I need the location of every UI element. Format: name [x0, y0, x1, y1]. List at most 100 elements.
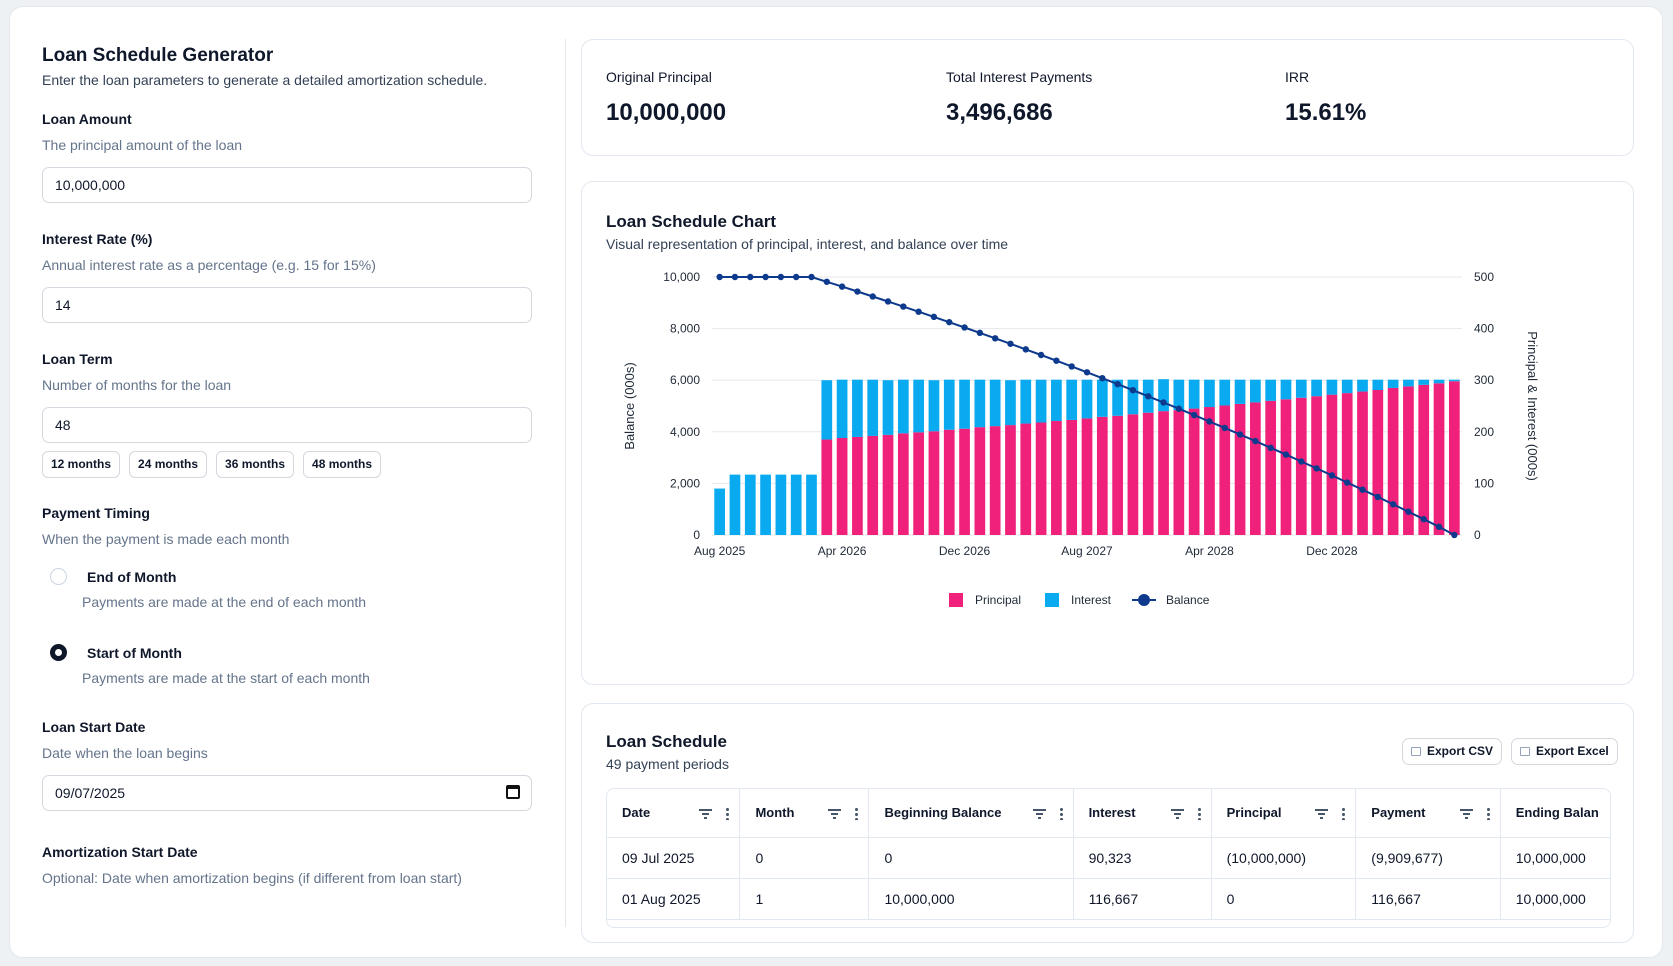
principal-bar	[928, 431, 940, 535]
interest-rate-hint: Annual interest rate as a percentage (e.…	[42, 257, 376, 273]
schedule-card: Loan Schedule 49 payment periods Export …	[581, 703, 1634, 943]
y-tick-label-right: 400	[1474, 322, 1494, 336]
preset-12-months-button[interactable]: 12 months	[42, 451, 121, 478]
filter-icon[interactable]	[1459, 808, 1473, 819]
file-export-icon	[1520, 747, 1530, 756]
balance-point	[854, 288, 861, 295]
balance-point	[1405, 508, 1412, 515]
principal-bar	[1127, 414, 1139, 535]
stat-label: Original Principal	[606, 69, 712, 85]
balance-point	[1037, 351, 1045, 359]
start-date-input[interactable]: 09/07/2025	[42, 775, 532, 811]
principal-bar	[1096, 416, 1108, 535]
filter-icon[interactable]	[1170, 808, 1184, 819]
export-excel-label: Export Excel	[1536, 744, 1609, 758]
principal-bar	[1265, 400, 1277, 535]
loan-term-group: Loan Term Number of months for the loan …	[42, 351, 532, 478]
principal-bar	[974, 427, 986, 535]
balance-point	[1221, 424, 1228, 432]
balance-point	[1083, 369, 1091, 376]
interest-bar	[1403, 379, 1414, 387]
chart-card: Loan Schedule Chart Visual representatio…	[581, 181, 1634, 685]
calendar-icon[interactable]	[506, 785, 520, 799]
form-subtitle: Enter the loan parameters to generate a …	[42, 72, 488, 88]
principal-bar	[1066, 419, 1078, 535]
balance-point	[1160, 399, 1167, 406]
y-tick-label-right: 500	[1474, 270, 1494, 284]
column-header-payment[interactable]: Payment	[1355, 789, 1501, 838]
interest-bar	[1433, 379, 1445, 384]
x-tick-label: Apr 2026	[818, 544, 867, 558]
stat-value: 3,496,686	[946, 99, 1053, 126]
preset-24-months-button[interactable]: 24 months	[129, 451, 208, 478]
column-header-date[interactable]: Date	[607, 789, 741, 838]
panel-divider	[565, 39, 566, 927]
cell-beginning-balance: 0	[868, 837, 1074, 879]
principal-bar	[1433, 383, 1445, 535]
interest-bar	[1280, 379, 1292, 400]
y-axis-title-right: Principal & Interest (000s)	[1525, 331, 1540, 481]
interest-bar	[1188, 379, 1200, 409]
column-menu-icon[interactable]	[855, 807, 859, 821]
interest-bar	[897, 379, 909, 434]
y-tick-label-left: 0	[693, 528, 700, 542]
column-header-month[interactable]: Month	[739, 789, 870, 838]
x-tick-label: Apr 2028	[1185, 544, 1234, 558]
balance-point	[1252, 437, 1259, 445]
filter-icon[interactable]	[1032, 808, 1046, 819]
loan-term-hint: Number of months for the loan	[42, 377, 232, 393]
column-menu-icon[interactable]	[1342, 807, 1346, 821]
table-row[interactable]: 01 Aug 2025 1 10,000,000 116,667 0 116,6…	[607, 878, 1610, 920]
end-of-month-radio[interactable]	[50, 568, 67, 585]
cell-payment: 116,667	[1355, 878, 1501, 920]
preset-48-months-button[interactable]: 48 months	[303, 451, 382, 478]
interest-bar	[1051, 379, 1062, 421]
filter-icon[interactable]	[699, 808, 713, 819]
stat-label: Total Interest Payments	[946, 69, 1093, 85]
interest-bar	[1005, 380, 1016, 426]
filter-icon[interactable]	[1315, 808, 1329, 819]
table-row[interactable]: 09 Jul 2025 0 0 90,323 (10,000,000) (9,9…	[607, 837, 1610, 879]
principal-bar	[913, 432, 924, 535]
column-header-beginning-balance[interactable]: Beginning Balance	[868, 789, 1074, 838]
export-excel-button[interactable]: Export Excel	[1511, 738, 1618, 765]
column-label: Month	[755, 805, 795, 821]
x-tick-label: Dec 2026	[939, 544, 991, 558]
legend-marker	[1138, 594, 1150, 606]
interest-bar	[1418, 379, 1430, 385]
interest-bar	[1020, 379, 1032, 424]
export-csv-button[interactable]: Export CSV	[1402, 738, 1503, 765]
preset-36-months-button[interactable]: 36 months	[216, 451, 295, 478]
column-header-ending-balance[interactable]: Ending Balan	[1500, 789, 1610, 838]
balance-point	[1420, 516, 1427, 523]
cell-payment: (9,909,677)	[1355, 837, 1501, 879]
start-of-month-option[interactable]: Start of Month	[50, 644, 182, 661]
column-menu-icon[interactable]	[1197, 807, 1201, 821]
interest-bar	[714, 488, 726, 535]
start-of-month-radio[interactable]	[50, 644, 67, 661]
balance-point	[869, 293, 876, 300]
legend-label: Principal	[975, 593, 1021, 607]
interest-bar	[989, 379, 1001, 427]
interest-bar	[1311, 379, 1322, 397]
cell-principal: 0	[1211, 878, 1357, 920]
y-tick-label-left: 6,000	[670, 373, 700, 387]
column-menu-icon[interactable]	[1059, 807, 1063, 821]
loan-term-input[interactable]: 48	[42, 407, 532, 443]
column-menu-icon[interactable]	[726, 807, 730, 821]
column-header-principal[interactable]: Principal	[1211, 789, 1357, 838]
interest-bar	[1081, 379, 1093, 419]
filter-icon[interactable]	[828, 808, 842, 819]
loan-amount-label: Loan Amount	[42, 111, 132, 127]
balance-point	[1206, 418, 1213, 425]
column-menu-icon[interactable]	[1486, 807, 1490, 821]
loan-amount-input[interactable]: 10,000,000	[42, 167, 532, 203]
end-of-month-option[interactable]: End of Month	[50, 568, 176, 585]
interest-rate-input[interactable]: 14	[42, 287, 532, 323]
balance-point	[823, 278, 830, 285]
principal-bar	[1357, 391, 1368, 535]
column-label: Ending Balan	[1515, 805, 1599, 821]
column-header-interest[interactable]: Interest	[1073, 789, 1212, 838]
interest-bar	[928, 380, 940, 432]
interest-bar	[852, 379, 863, 437]
